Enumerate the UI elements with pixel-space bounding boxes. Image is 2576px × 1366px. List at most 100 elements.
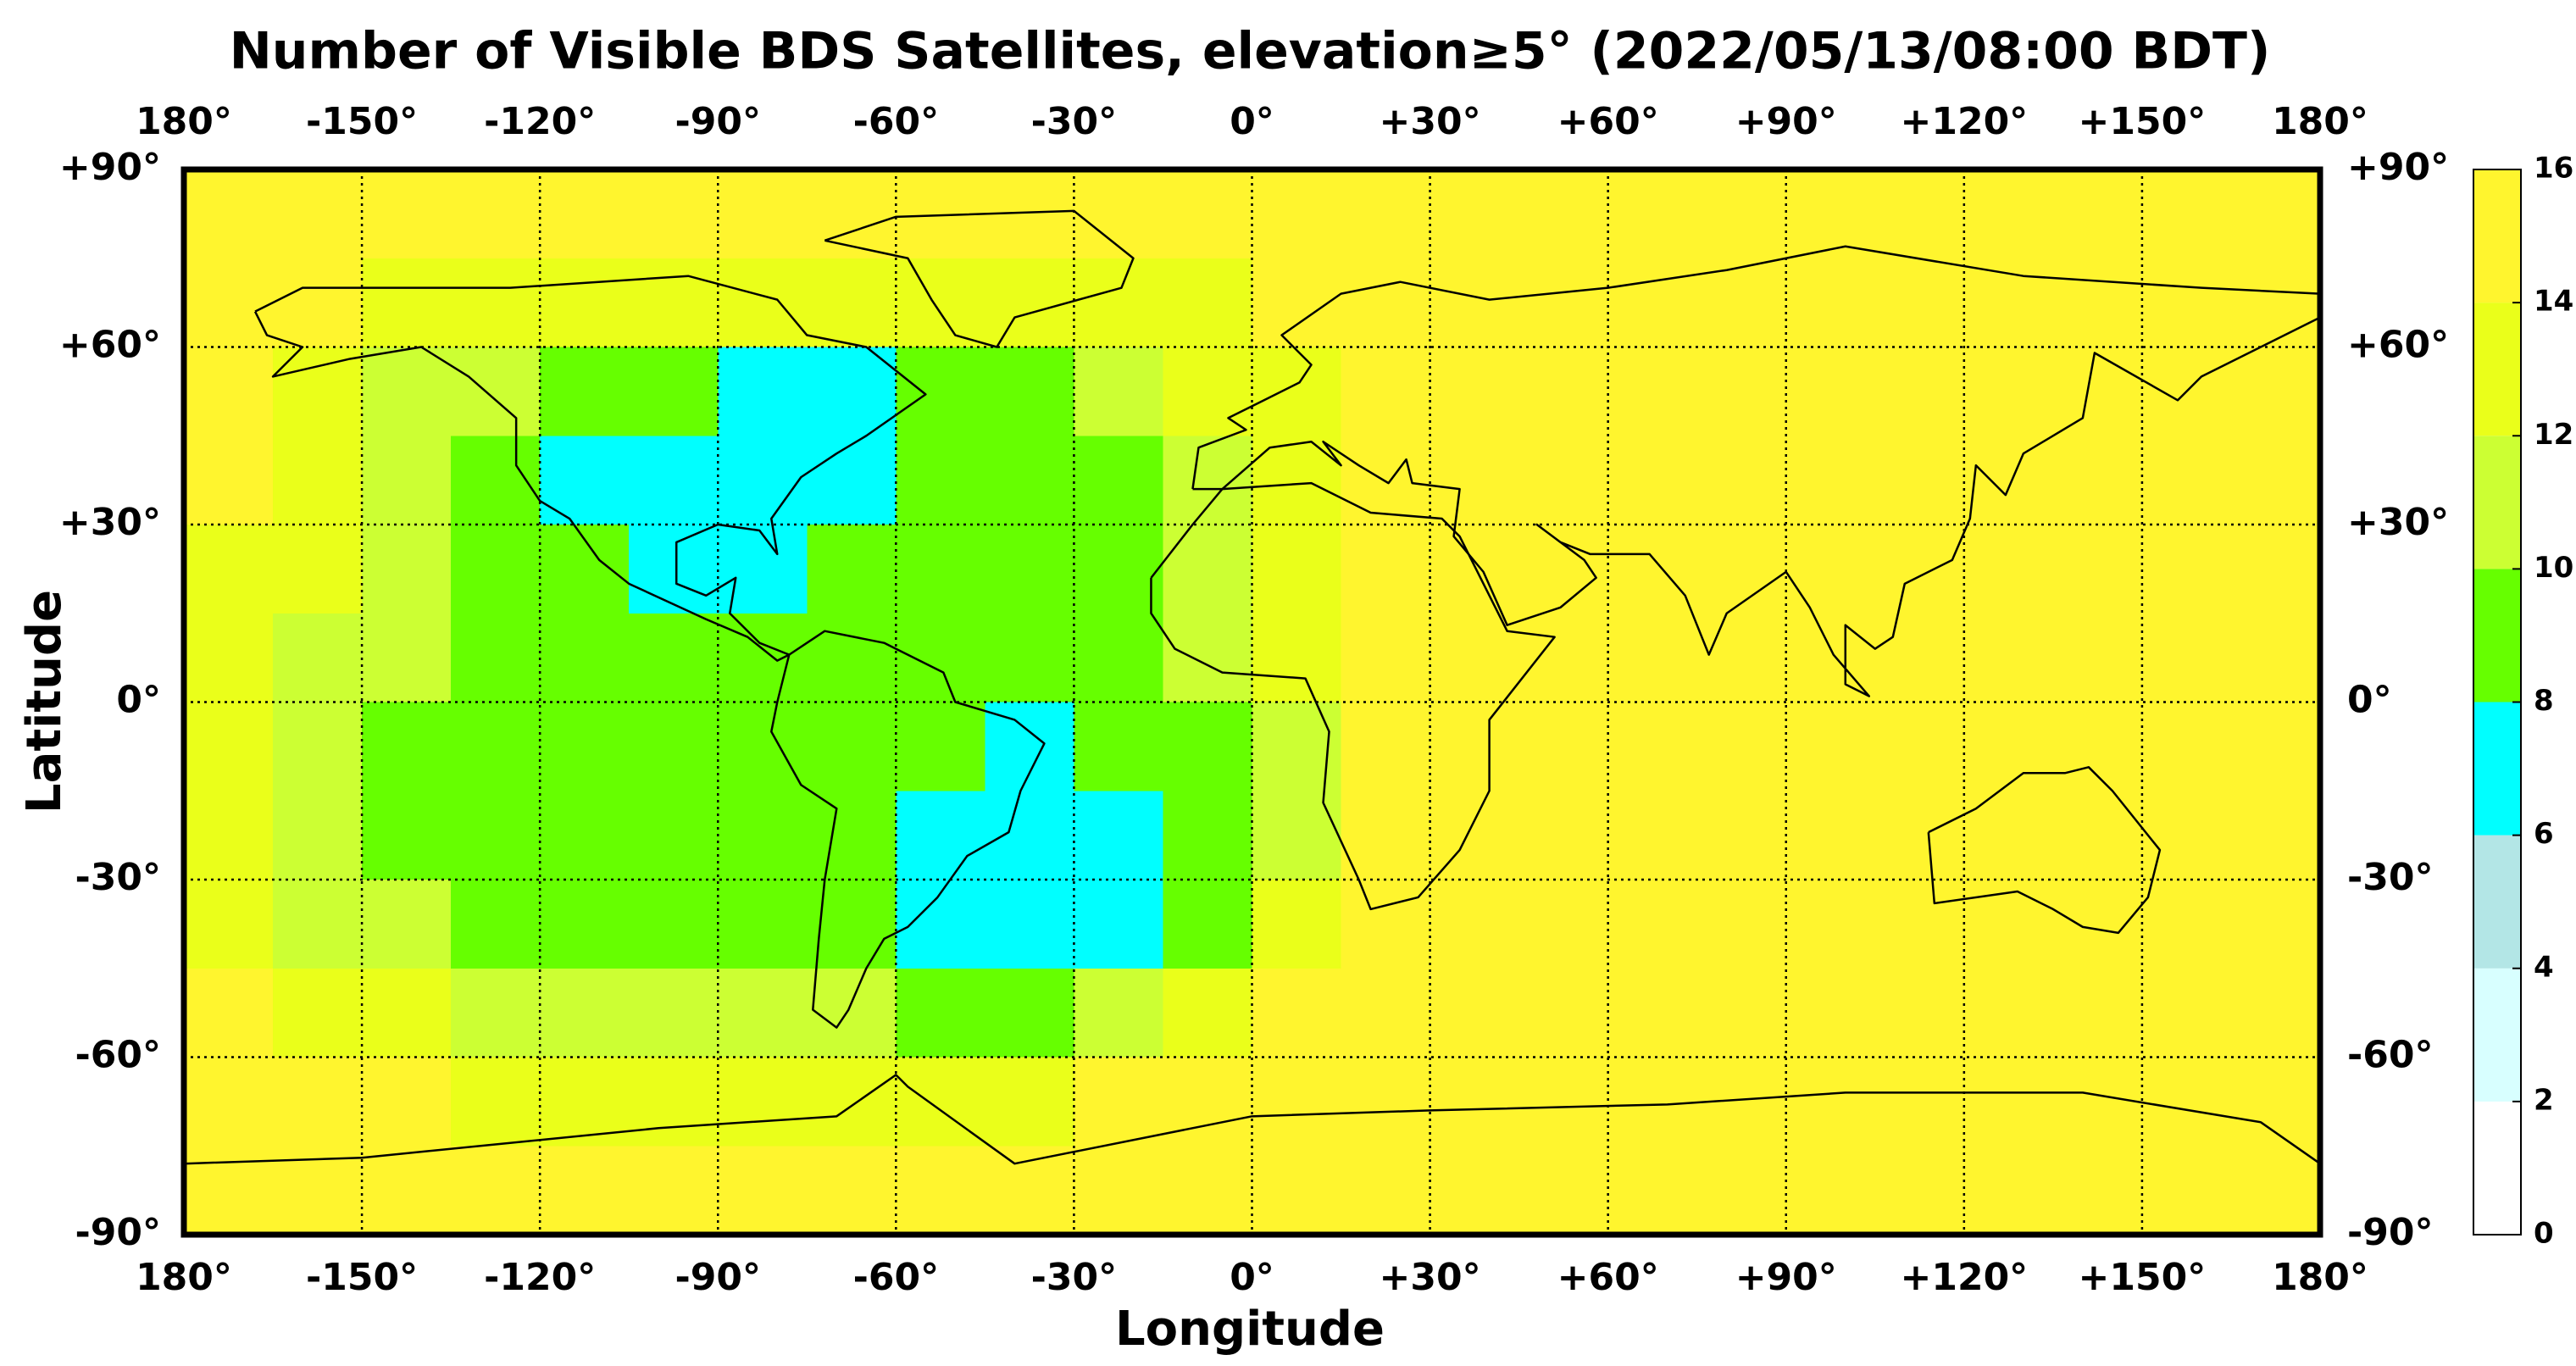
y-tick-label: +30°	[59, 501, 161, 544]
heatmap-cell	[1252, 1057, 1342, 1147]
heatmap-cell	[807, 436, 897, 525]
heatmap-cell	[2141, 1146, 2232, 1236]
x-tick-label: +150°	[2079, 100, 2207, 143]
colorbar-segment	[2473, 968, 2521, 1102]
heatmap-cell	[718, 968, 808, 1058]
heatmap-cell	[985, 613, 1074, 702]
heatmap-cell	[184, 525, 274, 614]
heatmap-cell	[896, 968, 985, 1058]
heatmap-cell	[2230, 1146, 2321, 1236]
heatmap-cell	[1163, 525, 1252, 614]
heatmap-cell	[451, 880, 541, 969]
y-tick-label: -30°	[2347, 856, 2434, 899]
heatmap-cell	[2141, 968, 2232, 1058]
heatmap-cell	[1163, 1146, 1252, 1236]
heatmap-cell	[896, 613, 985, 702]
heatmap-cell	[2052, 1146, 2143, 1236]
heatmap-cell	[1074, 258, 1163, 347]
heatmap-cell	[896, 258, 985, 347]
colorbar-segment	[2473, 702, 2521, 836]
heatmap-cell	[1074, 1057, 1163, 1147]
x-tick-label: -60°	[853, 100, 940, 143]
coastline	[183, 1074, 2321, 1165]
heatmap-cell	[1518, 436, 1609, 525]
heatmap-cell	[1874, 1146, 1965, 1236]
heatmap-cell	[1785, 968, 1876, 1058]
colorbar-tick-label: 4	[2534, 950, 2554, 984]
y-tick-label: -90°	[2347, 1211, 2434, 1254]
y-axis-label: Latitude	[17, 590, 72, 813]
heatmap-cell	[1874, 613, 1965, 702]
heatmap-cell	[1341, 347, 1431, 436]
heatmap-cell	[629, 169, 719, 259]
heatmap-cell	[540, 1057, 630, 1147]
heatmap-cell	[629, 702, 719, 791]
heatmap-cell	[184, 613, 274, 702]
heatmap-cell	[184, 702, 274, 791]
heatmap-cell	[2230, 613, 2321, 702]
heatmap-cell	[1696, 702, 1787, 791]
heatmap-cell	[362, 1146, 452, 1236]
heatmap-cell	[1252, 968, 1342, 1058]
heatmap-cell	[273, 436, 363, 525]
heatmap-cell	[718, 169, 808, 259]
heatmap-cell	[1518, 525, 1609, 614]
heatmap-cell	[540, 613, 630, 702]
heatmap-cell	[1163, 968, 1252, 1058]
heatmap-cell	[1874, 968, 1965, 1058]
colorbar-tick-label: 0	[2534, 1217, 2554, 1251]
heatmap-cell	[540, 258, 630, 347]
heatmap-cell	[540, 968, 630, 1058]
heatmap-cell	[2052, 258, 2143, 347]
heatmap-cell	[1963, 525, 2054, 614]
colorbar-tick-label: 14	[2534, 285, 2573, 319]
heatmap-cell	[1696, 968, 1787, 1058]
heatmap-cell	[2230, 880, 2321, 969]
heatmap-cell	[1963, 258, 2054, 347]
heatmap-cell	[1252, 347, 1342, 436]
x-tick-label: -150°	[306, 100, 418, 143]
heatmap-cell	[2230, 436, 2321, 525]
heatmap-cell	[1963, 347, 2054, 436]
heatmap-cell	[1696, 791, 1787, 880]
heatmap-cell	[1874, 525, 1965, 614]
heatmap-cell	[718, 1146, 808, 1236]
x-tick-label: -120°	[484, 100, 596, 143]
heatmap-cell	[807, 1146, 897, 1236]
heatmap-cell	[362, 525, 452, 614]
heatmap-cell	[1785, 347, 1876, 436]
heatmap-cell	[1430, 1057, 1520, 1147]
heatmap-cell	[1963, 169, 2054, 259]
heatmap-cell	[1963, 968, 2054, 1058]
heatmap-cell	[273, 791, 363, 880]
x-tick-label: +150°	[2079, 1256, 2207, 1299]
x-tick-label: +60°	[1557, 1256, 1659, 1299]
x-tick-label: 0°	[1230, 1256, 1274, 1299]
heatmap-cell	[540, 1146, 630, 1236]
heatmap-cell	[985, 1146, 1074, 1236]
heatmap-cell	[629, 258, 719, 347]
heatmap-cell	[2230, 347, 2321, 436]
heatmap-cell	[1696, 613, 1787, 702]
heatmap-cell	[1341, 525, 1431, 614]
x-tick-label: +120°	[1900, 1256, 2028, 1299]
heatmap-cell	[1874, 702, 1965, 791]
heatmap-cell	[629, 613, 719, 702]
heatmap-cell	[2141, 1057, 2232, 1147]
heatmap-cell	[1696, 880, 1787, 969]
heatmap-cell	[1696, 525, 1787, 614]
colorbar-segment	[2473, 303, 2521, 436]
heatmap-cell	[1074, 1146, 1163, 1236]
heatmap-cell	[1785, 1146, 1876, 1236]
heatmap-cell	[2141, 613, 2232, 702]
y-tick-label: 0°	[2347, 679, 2392, 722]
heatmap-cell	[1607, 169, 1698, 259]
heatmap-cell	[1430, 791, 1520, 880]
x-tick-label: +90°	[1735, 100, 1837, 143]
heatmap-cell	[1963, 880, 2054, 969]
heatmap-cell	[1607, 613, 1698, 702]
colorbar-segment	[2473, 835, 2521, 969]
colorbar-tick-label: 6	[2534, 817, 2554, 851]
heatmap-cell	[1518, 1146, 1609, 1236]
